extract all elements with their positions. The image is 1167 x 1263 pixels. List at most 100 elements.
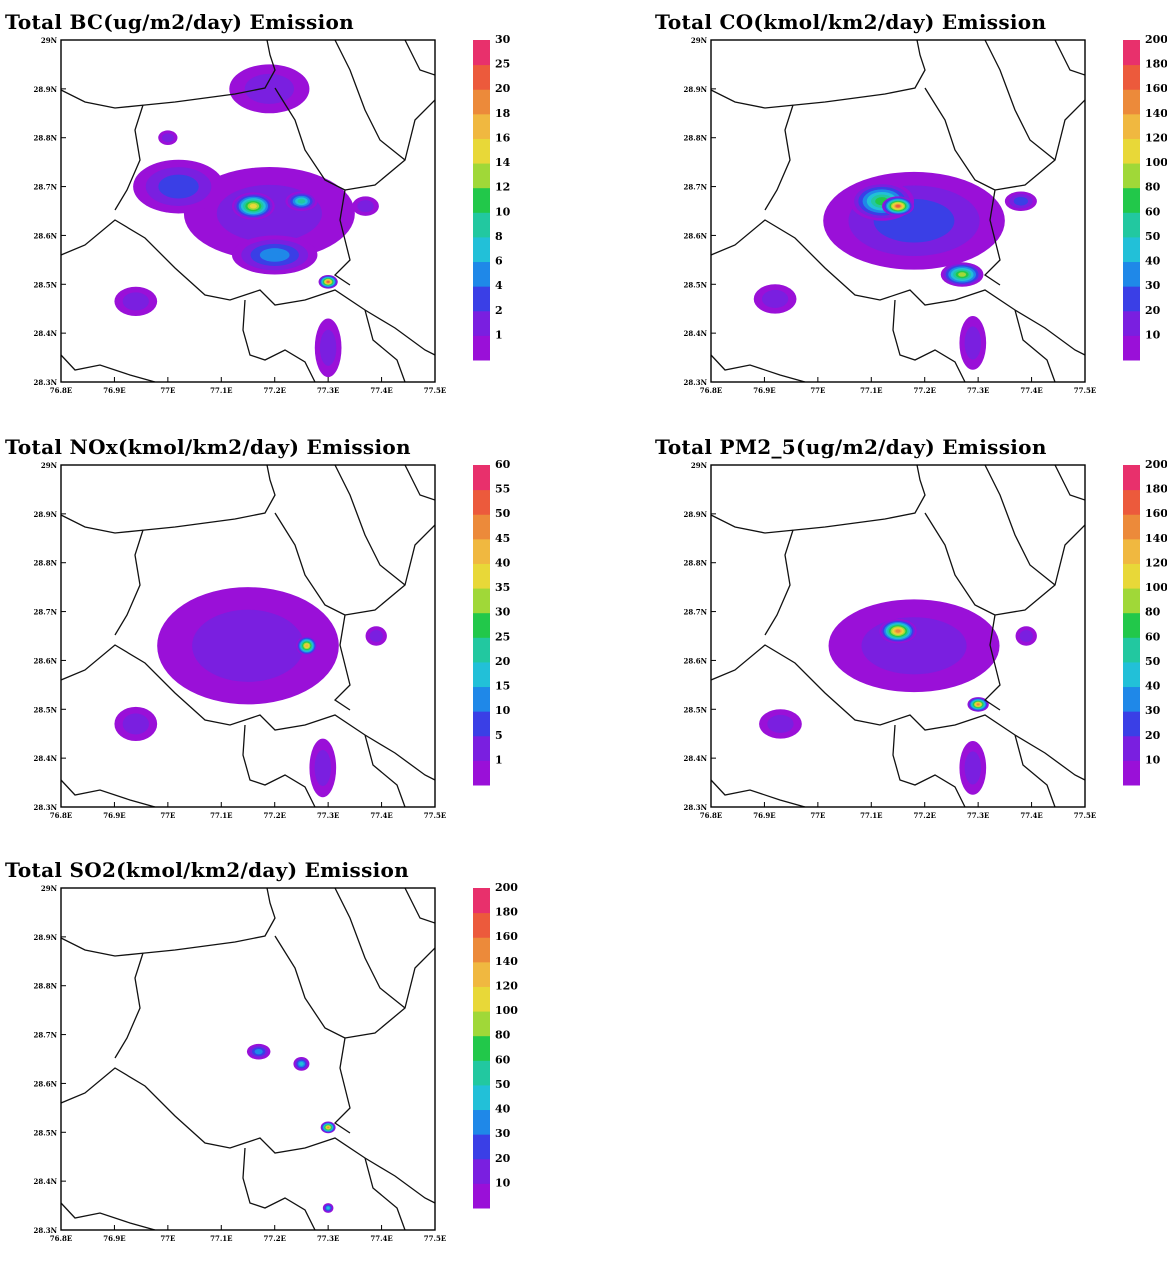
legend-swatch — [473, 1084, 490, 1111]
lat-tick-label: 28.9N — [34, 85, 58, 94]
legend-label: 20 — [1145, 304, 1161, 317]
legend-swatch — [473, 961, 490, 987]
panel-pm25: Total PM2_5(ug/m2/day) Emission 28.3N 28.… — [655, 435, 1167, 840]
emission-field — [61, 465, 435, 807]
legend-label: 35 — [495, 581, 510, 594]
emission-field — [711, 465, 1085, 807]
legend-swatch — [1123, 64, 1140, 90]
legend-swatch — [473, 1060, 490, 1086]
lat-tick-label: 28.3N — [34, 378, 58, 387]
legend-label: 18 — [495, 107, 511, 120]
lat-tick-label: 28.5N — [34, 280, 58, 289]
district-border — [61, 888, 276, 957]
emission-contour — [249, 203, 257, 209]
lat-tick-label: 28.8N — [34, 982, 58, 991]
emission-contour — [158, 174, 199, 199]
lon-tick-label: 77.4E — [370, 386, 392, 395]
legend-label: 60 — [1145, 205, 1161, 218]
map-plot: 28.3N 28.4N 28.5N 28.6N 28.7N 28.8N 28.9N 29N 76… — [684, 458, 1167, 820]
district-border — [61, 779, 156, 807]
legend-swatch — [473, 735, 490, 761]
district-border — [114, 104, 144, 211]
legend-label: 50 — [1145, 230, 1161, 243]
legend-swatch — [473, 310, 490, 336]
legend-label: 160 — [495, 930, 518, 943]
district-border — [764, 104, 794, 211]
legend-label: 60 — [495, 458, 511, 471]
lon-tick-label: 76.9E — [103, 1234, 125, 1243]
emission-field — [711, 40, 1085, 382]
lat-tick-label: 28.8N — [34, 559, 58, 568]
legend-label: 200 — [1145, 33, 1167, 46]
lat-tick-label: 28.3N — [684, 803, 708, 812]
lat-tick-label: 28.4N — [684, 329, 708, 338]
district-border — [364, 309, 406, 382]
lat-tick-label: 28.3N — [684, 378, 708, 387]
emission-contour — [964, 326, 982, 360]
legend-label: 20 — [495, 1152, 511, 1165]
legend-label: 1 — [495, 328, 503, 341]
emission-contour — [326, 1206, 330, 1210]
lat-tick-label: 28.4N — [34, 1177, 58, 1186]
emission-contour — [369, 629, 383, 643]
legend-label: 30 — [495, 1127, 511, 1140]
legend-label: 30 — [495, 606, 511, 619]
legend-label: 40 — [1145, 680, 1161, 693]
emission-contour — [327, 1126, 330, 1129]
legend-swatch — [1123, 89, 1140, 115]
legend-swatch — [1123, 187, 1140, 213]
legend-swatch — [473, 1134, 490, 1160]
legend-swatch — [473, 286, 490, 312]
legend-swatch — [1123, 212, 1140, 238]
lon-tick-label: 77E — [160, 811, 175, 820]
lon-tick-label: 77.3E — [317, 811, 339, 820]
legend-swatch — [1123, 335, 1140, 361]
district-border — [1054, 40, 1085, 76]
legend-label: 160 — [1145, 82, 1167, 95]
emission-contour — [305, 644, 309, 648]
lon-tick-label: 77.1E — [210, 386, 232, 395]
legend-label: 30 — [1145, 279, 1161, 292]
legend-label: 100 — [495, 1004, 518, 1017]
lat-tick-label: 28.9N — [684, 85, 708, 94]
district-border — [711, 644, 1085, 781]
lon-tick-label: 76.9E — [103, 811, 125, 820]
legend-swatch — [473, 1158, 490, 1184]
emission-contour — [976, 703, 980, 706]
lon-tick-label: 77.1E — [210, 811, 232, 820]
emission-field — [61, 888, 435, 1230]
district-border — [711, 465, 926, 534]
lon-tick-label: 77.3E — [317, 386, 339, 395]
legend-swatch — [1123, 760, 1140, 786]
legend-swatch — [473, 64, 490, 90]
lon-tick-label: 76.8E — [50, 811, 72, 820]
legend-swatch — [1123, 514, 1140, 540]
legend-swatch — [473, 236, 490, 263]
legend-label: 60 — [495, 1053, 511, 1066]
legend-label: 30 — [1145, 704, 1161, 717]
lat-tick-label: 28.4N — [34, 329, 58, 338]
lon-tick-label: 76.8E — [700, 811, 722, 820]
lon-tick-label: 77.2E — [914, 811, 936, 820]
lon-tick-label: 77.4E — [1020, 811, 1042, 820]
lat-tick-label: 28.4N — [684, 754, 708, 763]
lat-tick-label: 28.8N — [684, 134, 708, 143]
legend-label: 180 — [495, 906, 518, 919]
legend-label: 160 — [1145, 507, 1167, 520]
legend-label: 180 — [1145, 58, 1167, 71]
plot-frame — [60, 39, 436, 383]
emission-contour — [314, 749, 332, 786]
lon-tick-label: 77.1E — [860, 386, 882, 395]
district-border — [61, 1067, 435, 1204]
emission-contour — [192, 609, 304, 682]
lat-tick-label: 28.4N — [34, 754, 58, 763]
district-border — [984, 40, 1056, 161]
district-border — [404, 888, 435, 924]
legend-swatch — [473, 760, 490, 786]
legend-swatch — [1123, 612, 1140, 638]
lon-tick-label: 77.5E — [1074, 811, 1096, 820]
legend-label: 140 — [1145, 532, 1167, 545]
legend-label: 10 — [495, 205, 511, 218]
district-border — [364, 734, 406, 807]
legend-label: 50 — [1145, 655, 1161, 668]
